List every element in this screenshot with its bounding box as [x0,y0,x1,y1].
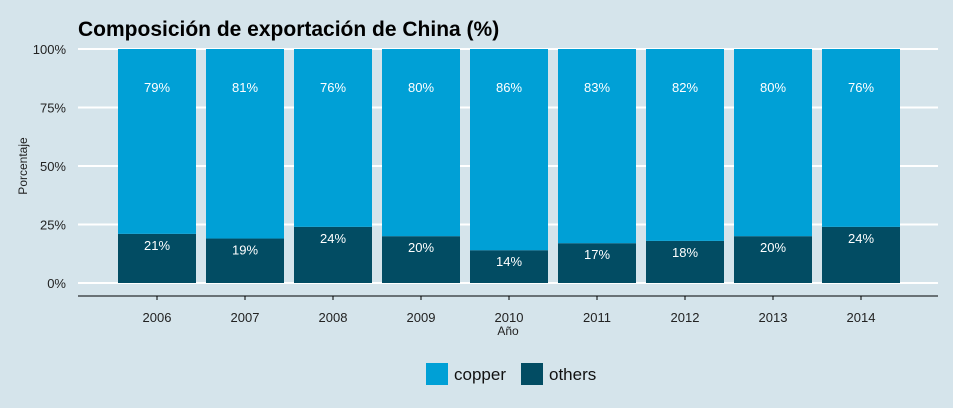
bar-copper-2011 [558,49,636,244]
data-label-others-2010: 14% [496,254,522,269]
x-tick-label: 2007 [231,310,260,325]
data-label-others-2009: 20% [408,240,434,255]
bar-others-2014 [822,226,900,283]
bar-copper-2013 [734,49,812,237]
bar-copper-2007 [206,49,284,239]
data-label-copper-2009: 80% [408,80,434,95]
chart-title: Composición de exportación de China (%) [78,18,499,41]
bar-others-2006 [118,233,196,283]
legend-swatch-others [521,363,543,385]
y-tick-label: 50% [40,159,66,174]
data-label-copper-2006: 79% [144,80,170,95]
data-label-copper-2008: 76% [320,80,346,95]
x-tick-label: 2011 [583,310,611,325]
bar-others-2010 [470,250,548,283]
x-tick-label: 2008 [319,310,348,325]
y-tick-label: 100% [33,42,67,57]
x-tick-label: 2009 [407,310,436,325]
bars: 21% 79% 19% 81% 24% 76% 20% 80% 14% 86% 17% 83% 18% 8… [118,49,900,283]
data-label-copper-2011: 83% [584,80,610,95]
bar-others-2012 [646,240,724,283]
x-tick-label: 2006 [143,310,172,325]
bar-copper-2010 [470,49,548,251]
x-tick-label: 2013 [759,310,788,325]
y-tick-label: 25% [40,218,66,233]
y-axis-ticks: 0% 25% 50% 75% 100% [33,42,67,291]
data-label-copper-2010: 86% [496,80,522,95]
bar-copper-2014 [822,49,900,227]
data-label-copper-2007: 81% [232,80,258,95]
x-axis-ticks: 2006 2007 2008 2009 2010 2011 2012 2013 2014 [143,296,876,325]
x-tick-label: 2014 [847,310,876,325]
legend: copper others [426,363,596,385]
bar-others-2009 [382,236,460,283]
bar-copper-2006 [118,49,196,234]
bar-copper-2012 [646,49,724,241]
legend-swatch-copper [426,363,448,385]
bar-others-2011 [558,243,636,283]
x-tick-label: 2012 [671,310,700,325]
legend-label-copper: copper [454,365,506,384]
y-tick-label: 75% [40,101,66,116]
data-label-others-2012: 18% [672,245,698,260]
bar-copper-2008 [294,49,372,227]
data-label-others-2013: 20% [760,240,786,255]
y-axis-label: Porcentaje [16,137,30,195]
y-tick-label: 0% [47,276,66,291]
legend-label-others: others [549,365,596,384]
bar-others-2013 [734,236,812,283]
bar-copper-2009 [382,49,460,237]
data-label-copper-2014: 76% [848,80,874,95]
data-label-copper-2013: 80% [760,80,786,95]
data-label-copper-2012: 82% [672,80,698,95]
data-label-others-2011: 17% [584,247,610,262]
data-label-others-2008: 24% [320,231,346,246]
bar-others-2008 [294,226,372,283]
data-label-others-2006: 21% [144,238,170,253]
x-tick-label: 2010 [495,310,524,325]
data-label-others-2014: 24% [848,231,874,246]
data-label-others-2007: 19% [232,243,258,258]
bar-others-2007 [206,238,284,283]
x-axis-label: Año [497,324,519,338]
